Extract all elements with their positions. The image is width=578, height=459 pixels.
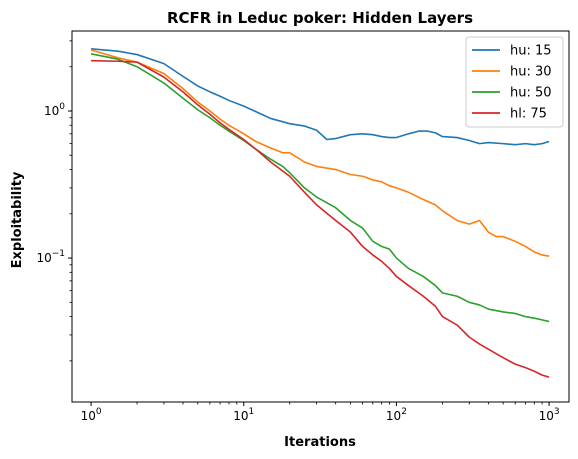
series-layer [90,47,550,378]
y-tick-label-2-exponent: −1 [52,249,65,259]
y-tick-label-1-base: 10 [44,104,59,118]
series-line-4 [91,59,550,378]
plot-frame [71,30,570,403]
x-tick-label-1-base: 10 [81,409,96,423]
legend-label-3: hu: 50 [510,86,552,101]
y-tick-label-2-base: 10 [36,251,51,265]
series-line-1 [91,47,550,146]
y-axis-label: Exploitability [10,171,25,268]
x-tick-label-4-exponent: 3 [554,407,560,417]
legend-box [465,36,564,128]
x-tick-label-4: 103 [539,407,560,423]
x-tick-label-3-base: 10 [386,409,401,423]
x-tick-label-2: 101 [233,407,254,423]
x-tick-label-3-exponent: 2 [401,407,407,417]
x-tick-label-1-exponent: 0 [96,407,102,417]
legend-label-2: hu: 30 [510,65,552,80]
series-line-3 [90,52,550,323]
x-tick-label-2-base: 10 [233,409,248,423]
x-axis-label: Iterations [284,435,356,450]
x-tick-label-3: 102 [386,407,407,423]
y-tick-label-1-exponent: 0 [59,102,65,112]
y-tick-label-2: 10−1 [36,249,65,265]
legend: hu: 15 hu: 30 hu: 50 hl: 75 [465,36,564,128]
y-tick-label-1: 100 [44,102,65,118]
x-tick-label-1: 100 [81,407,102,423]
chart-title: RCFR in Leduc poker: Hidden Layers [167,9,473,27]
series-line-2 [90,49,550,257]
legend-label-1: hu: 15 [510,44,552,59]
x-tick-label-4-base: 10 [539,409,554,423]
x-tick-label-2-exponent: 1 [249,407,255,417]
legend-label-4: hl: 75 [510,107,547,122]
